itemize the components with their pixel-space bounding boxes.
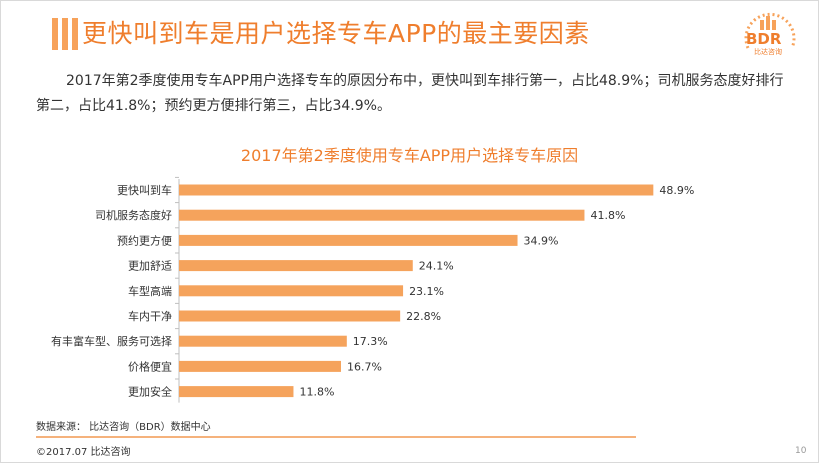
bar (179, 310, 401, 322)
copyright-text: ©2017.07 比达咨询 (36, 447, 131, 458)
bar (179, 335, 347, 347)
footer-divider (36, 436, 636, 438)
value-label: 22.8% (406, 310, 441, 323)
value-label: 24.1% (419, 260, 454, 273)
value-label: 17.3% (353, 335, 388, 348)
chart-title: 2017年第2季度使用专车APP用户选择专车原因 (240, 146, 579, 165)
category-label: 司机服务态度好 (95, 208, 172, 222)
bar (179, 285, 404, 297)
description-text: 2017年第2季度使用专车APP用户选择专车的原因分布中，更快叫到车排行第一，占… (36, 73, 784, 114)
bar-chart: 更快叫到车 48.9% 司机服务态度好 41.8% 预约更方便 34.9% 更加舒适 24.1… (51, 176, 694, 403)
logo-text: BDR (746, 30, 782, 48)
bar (179, 184, 654, 196)
value-label: 11.8% (299, 386, 334, 399)
value-label: 41.8% (590, 209, 625, 222)
category-label: 预约更方便 (117, 233, 172, 247)
category-label: 更加舒适 (128, 259, 172, 273)
category-label: 更快叫到车 (117, 183, 172, 197)
bar (179, 260, 413, 272)
category-label: 车型高端 (128, 284, 172, 298)
category-label: 有丰富车型、服务可选择 (51, 334, 172, 348)
value-label: 16.7% (347, 360, 382, 373)
value-label: 48.9% (659, 184, 694, 197)
logo-subtext: 比达咨询 (754, 48, 782, 56)
bdr-logo-icon (744, 12, 796, 49)
value-label: 34.9% (524, 234, 559, 247)
category-label: 价格便宜 (128, 359, 172, 373)
bar (179, 360, 341, 372)
bar (179, 234, 518, 246)
source-note: 数据来源： 比达咨询（BDR）数据中心 (36, 422, 211, 433)
title-accent-bars (52, 18, 78, 50)
bar (179, 209, 585, 221)
page-number: 10 (795, 446, 807, 456)
category-label: 车内干净 (128, 309, 172, 323)
bar (179, 386, 294, 398)
value-label: 23.1% (409, 285, 444, 298)
page-title: 更快叫到车是用户选择专车APP的最主要因素 (82, 19, 590, 48)
category-label: 更加安全 (128, 385, 172, 399)
